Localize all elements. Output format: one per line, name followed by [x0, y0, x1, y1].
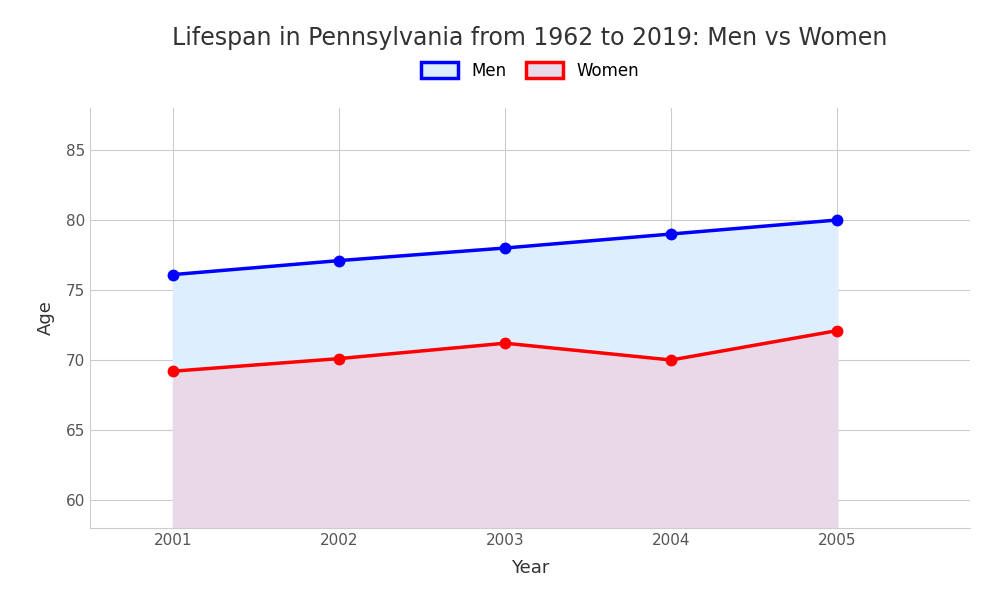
Legend: Men, Women: Men, Women — [421, 62, 639, 80]
Y-axis label: Age: Age — [37, 301, 55, 335]
X-axis label: Year: Year — [511, 559, 549, 577]
Title: Lifespan in Pennsylvania from 1962 to 2019: Men vs Women: Lifespan in Pennsylvania from 1962 to 20… — [172, 26, 888, 50]
